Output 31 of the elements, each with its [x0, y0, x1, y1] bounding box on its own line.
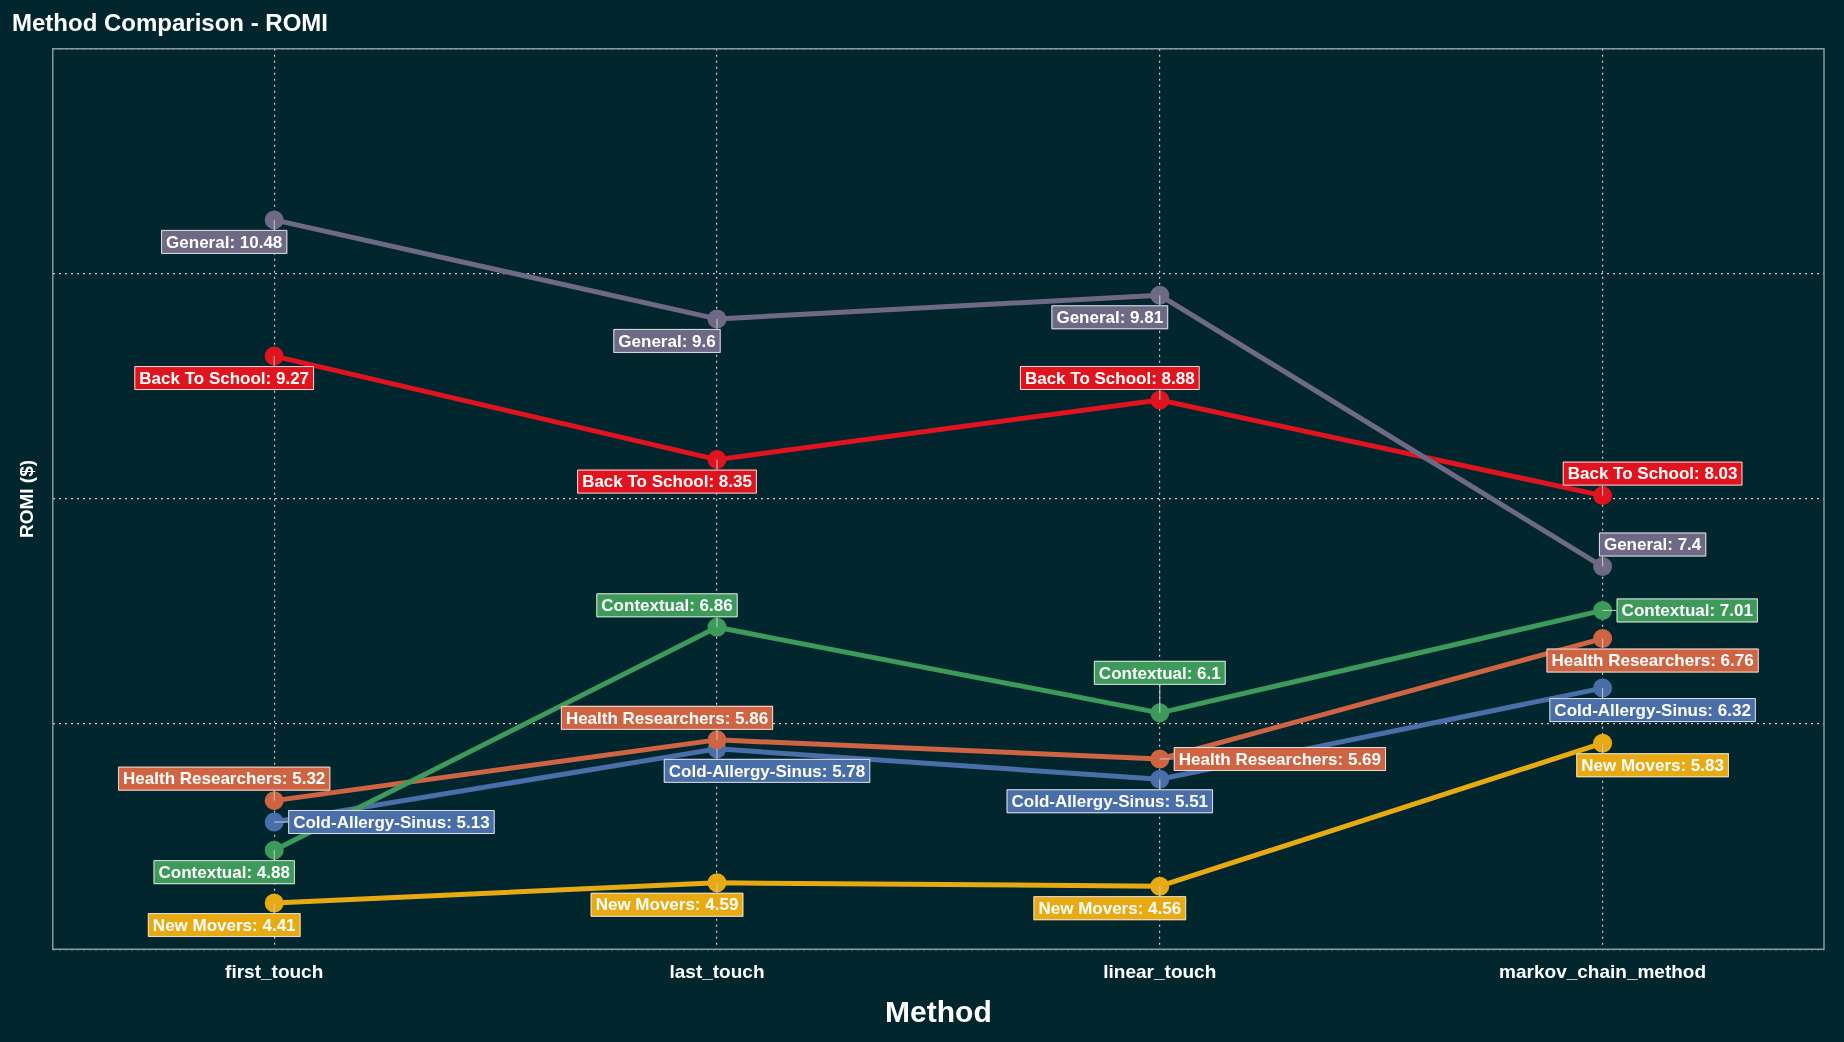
data-label: Cold-Allergy-Sinus: 5.78 [668, 761, 866, 781]
data-label: Contextual: 6.1 [1098, 663, 1221, 683]
data-label: Back To School: 9.27 [139, 368, 310, 388]
y-axis-title: ROMI ($) [15, 459, 37, 539]
data-label: New Movers: 4.56 [1038, 898, 1182, 918]
data-label: New Movers: 4.41 [152, 915, 296, 935]
x-tick-label: last_touch [669, 960, 765, 982]
data-label: Contextual: 6.86 [601, 595, 733, 615]
data-label: General: 9.6 [618, 331, 716, 351]
data-label: Health Researchers: 5.86 [565, 708, 769, 728]
data-label: New Movers: 4.59 [595, 895, 739, 915]
data-label: Back To School: 8.35 [582, 472, 752, 492]
data-label: Contextual: 4.88 [158, 862, 290, 882]
data-label: Back To School: 8.88 [1024, 368, 1195, 388]
data-label: New Movers: 5.83 [1581, 755, 1724, 775]
data-label: Cold-Allergy-Sinus: 6.32 [1554, 700, 1751, 720]
data-label: General: 9.81 [1056, 307, 1164, 327]
data-label: Health Researchers: 6.76 [1551, 651, 1754, 671]
x-tick-label: first_touch [225, 960, 324, 982]
chart-title: Method Comparison - ROMI [12, 9, 328, 37]
data-label: Back To School: 8.03 [1567, 464, 1738, 484]
data-label: Cold-Allergy-Sinus: 5.13 [293, 812, 490, 832]
data-label: General: 7.4 [1603, 535, 1702, 555]
x-axis-title: Method [885, 995, 992, 1029]
data-label: Health Researchers: 5.69 [1178, 749, 1382, 769]
data-label: Contextual: 7.01 [1621, 601, 1753, 621]
x-tick-label: markov_chain_method [1499, 960, 1707, 982]
x-tick-label: linear_touch [1103, 960, 1217, 982]
data-label: General: 10.48 [166, 232, 283, 252]
data-label: Health Researchers: 5.32 [123, 769, 326, 789]
data-label: Cold-Allergy-Sinus: 5.51 [1011, 791, 1209, 811]
